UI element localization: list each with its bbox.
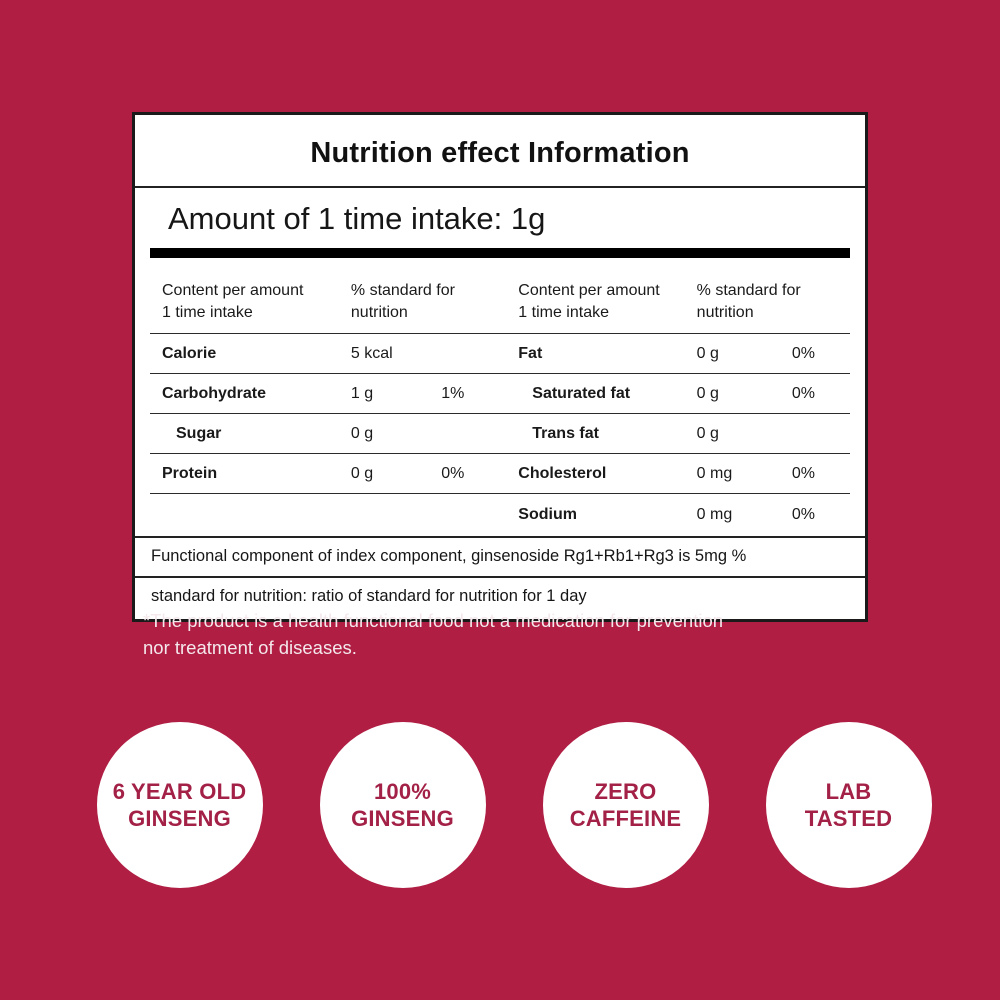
badge-lab-tasted: LAB TASTED <box>765 722 932 888</box>
nutrient-name: Carbohydrate <box>162 384 267 402</box>
disclaimer-text: *The product is a health functional food… <box>143 610 724 658</box>
nutrient-value: 0 g <box>696 384 719 402</box>
nutrient-value: 0 mg <box>696 464 733 482</box>
footnote-functional-component: Functional component of index component,… <box>135 536 865 576</box>
nutrient-percent: 0% <box>791 344 815 362</box>
intake-amount: Amount of 1 time intake: 1g <box>168 201 546 236</box>
nutrient-percent: 1% <box>441 384 465 402</box>
nutrient-name: Sodium <box>518 506 577 523</box>
nutrient-percent: 0% <box>791 384 815 402</box>
badge-label: LAB TASTED <box>804 778 893 832</box>
badge-label: 6 YEAR OLD GINSENG <box>112 778 247 832</box>
table-row-protein-cholesterol: Protein 0 g 0% Cholesterol 0 mg 0% <box>150 454 850 494</box>
nutrition-facts-card: Nutrition effect Information Amount of 1… <box>132 112 868 622</box>
nutrition-table: Content per amount 1 time intake % stand… <box>150 272 850 536</box>
nutrient-value: 1 g <box>350 384 374 402</box>
header-standard-left: % standard for nutrition <box>350 282 455 321</box>
badge-label: ZERO CAFFEINE <box>569 778 682 832</box>
nutrient-value: 5 kcal <box>350 344 393 362</box>
nutrient-name: Protein <box>162 464 218 482</box>
nutrient-percent: 0% <box>791 464 815 482</box>
nutrient-name: Trans fat <box>532 424 599 442</box>
footnote-standard-note: standard for nutrition: ratio of standar… <box>135 576 865 619</box>
nutrient-name: Fat <box>518 344 543 362</box>
nutrient-value: 0 g <box>696 424 719 442</box>
header-standard-right: % standard for nutrition <box>696 282 801 321</box>
header-content-per-amount-right: Content per amount 1 time intake <box>518 282 660 321</box>
table-row-calorie-fat: Calorie 5 kcal Fat 0 g 0% <box>150 334 850 374</box>
badge-label: 100% GINSENG <box>351 778 454 832</box>
card-title: Nutrition effect Information <box>135 115 865 188</box>
table-row-carbohydrate-saturated-fat: Carbohydrate 1 g 1% Saturated fat 0 g 0% <box>150 374 850 414</box>
nutrient-name: Cholesterol <box>518 464 607 482</box>
table-header-row: Content per amount 1 time intake % stand… <box>150 272 850 334</box>
badge-row: 6 YEAR OLD GINSENG 100% GINSENG ZERO CAF… <box>14 722 1000 888</box>
badge-6-year-old-ginseng: 6 YEAR OLD GINSENG <box>96 722 263 888</box>
badge-zero-caffeine: ZERO CAFFEINE <box>542 722 709 888</box>
nutrient-name: Saturated fat <box>532 384 631 402</box>
nutrient-name: Sugar <box>176 424 222 442</box>
nutrient-value: 0 g <box>350 464 374 482</box>
table-row-sugar-trans-fat: Sugar 0 g Trans fat 0 g <box>150 414 850 454</box>
nutrient-value: 0 g <box>350 424 374 442</box>
divider-bar <box>150 248 850 258</box>
header-content-per-amount-left: Content per amount 1 time intake <box>162 282 304 321</box>
nutrient-value: 0 mg <box>696 506 733 523</box>
badge-100-percent-ginseng: 100% GINSENG <box>319 722 486 888</box>
nutrient-percent: 0% <box>791 506 815 523</box>
nutrient-value: 0 g <box>696 344 719 362</box>
nutrient-percent: 0% <box>441 464 465 482</box>
table-row-sodium: Sodium 0 mg 0% <box>150 494 850 536</box>
nutrient-name: Calorie <box>162 344 217 362</box>
